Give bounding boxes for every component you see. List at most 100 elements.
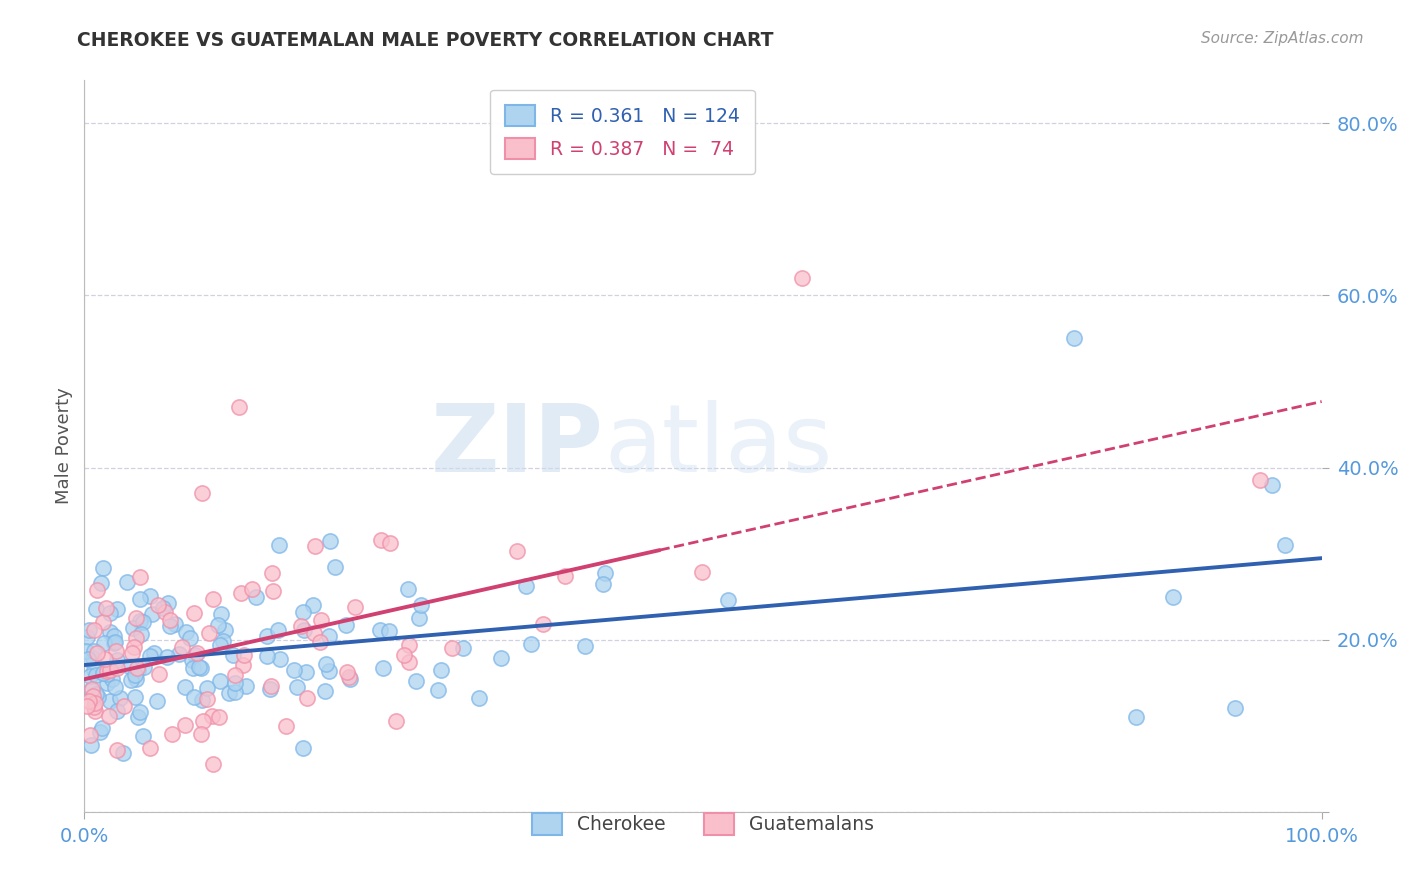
Cherokee [128,615,150,629]
Cherokee [368,624,391,638]
Guatemalans [148,667,170,681]
Cherokee [79,669,101,683]
Cherokee [218,686,240,700]
Cherokee [183,690,205,705]
Cherokee [593,566,616,581]
Cherokee [318,629,340,643]
Cherokee [717,593,740,607]
Cherokee [89,725,111,739]
Guatemalans [398,655,420,669]
Cherokee [143,646,166,660]
Legend: Cherokee, Guatemalans: Cherokee, Guatemalans [517,798,889,850]
Cherokee [371,661,394,675]
Guatemalans [193,714,215,728]
Cherokee [283,663,305,677]
Cherokee [118,659,141,673]
Guatemalans [290,619,312,633]
Cherokee [120,673,142,687]
Guatemalans [82,689,104,703]
Guatemalans [262,566,284,581]
Cherokee [259,682,281,697]
Cherokee [132,615,155,629]
Cherokee [105,705,128,719]
Guatemalans [79,729,101,743]
Cherokee [108,691,131,706]
Guatemalans [76,699,98,714]
Guatemalans [201,592,224,607]
Cherokee [405,674,427,689]
Text: CHEROKEE VS GUATEMALAN MALE POVERTY CORRELATION CHART: CHEROKEE VS GUATEMALAN MALE POVERTY CORR… [77,31,773,50]
Guatemalans [98,664,121,678]
Cherokee [84,602,107,616]
Cherokee [82,650,104,665]
Guatemalans [82,682,104,697]
Cherokee [127,663,149,677]
Cherokee [318,664,340,678]
Guatemalans [554,568,576,582]
Cherokee [208,639,231,653]
Cherokee [245,590,267,604]
Cherokee [489,650,512,665]
Guatemalans [125,661,148,675]
Cherokee [76,630,98,644]
Cherokee [157,596,180,610]
Cherokee [191,692,214,706]
Cherokee [129,705,152,719]
Cherokee [183,661,205,675]
Cherokee [426,683,449,698]
Cherokee [451,640,474,655]
Cherokee [156,650,179,665]
Guatemalans [262,583,284,598]
Guatemalans [105,661,128,675]
Cherokee [100,606,122,620]
Cherokee [132,659,155,673]
Cherokee [91,561,114,575]
Cherokee [77,652,100,666]
Cherokee [129,627,152,641]
Cherokee [1223,701,1246,715]
Cherokee [184,648,207,662]
Cherokee [256,629,278,643]
Guatemalans [233,648,256,663]
Cherokee [180,653,202,667]
Guatemalans [83,623,105,637]
Guatemalans [105,743,128,757]
Cherokee [467,690,489,705]
Guatemalans [96,665,118,679]
Guatemalans [146,598,169,612]
Cherokee [75,644,97,658]
Guatemalans [336,665,359,680]
Cherokee [84,668,107,682]
Cherokee [574,639,596,653]
Guatemalans [385,714,408,729]
Guatemalans [159,613,181,627]
Cherokee [267,538,290,552]
Guatemalans [311,613,333,627]
Guatemalans [153,605,176,619]
Cherokee [107,601,129,615]
Guatemalans [125,631,148,645]
Cherokee [124,667,146,681]
Cherokee [295,665,318,680]
Cherokee [188,660,211,674]
Cherokee [159,619,181,633]
Cherokee [1063,331,1085,345]
Cherokee [83,663,105,677]
Guatemalans [441,641,464,656]
Cherokee [77,623,100,637]
Cherokee [429,663,451,677]
Guatemalans [231,586,253,600]
Cherokee [520,637,543,651]
Guatemalans [186,646,208,660]
Cherokee [141,607,163,621]
Cherokee [214,624,236,638]
Cherokee [139,589,162,603]
Cherokee [339,672,361,686]
Guatemalans [97,708,120,723]
Cherokee [269,652,291,666]
Cherokee [90,721,112,735]
Cherokee [292,623,315,637]
Cherokee [224,676,246,690]
Guatemalans [398,638,420,652]
Text: atlas: atlas [605,400,832,492]
